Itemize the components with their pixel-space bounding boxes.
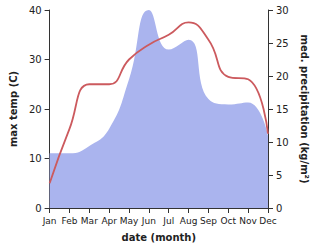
svg-text:Dec: Dec: [259, 216, 276, 226]
svg-text:10: 10: [29, 153, 42, 164]
svg-text:0: 0: [276, 203, 282, 214]
svg-text:med. precipitation (kg/m²): med. precipitation (kg/m²): [299, 34, 310, 183]
svg-text:Jun: Jun: [141, 216, 156, 226]
svg-text:max temp (C): max temp (C): [8, 71, 19, 147]
svg-text:Feb: Feb: [62, 216, 78, 226]
svg-text:Sep: Sep: [200, 216, 217, 226]
svg-text:10: 10: [276, 137, 289, 148]
svg-text:30: 30: [29, 54, 42, 65]
svg-text:Oct: Oct: [221, 216, 237, 226]
svg-text:20: 20: [29, 104, 42, 115]
svg-text:Aug: Aug: [180, 216, 198, 226]
svg-text:date (month): date (month): [122, 232, 196, 243]
svg-text:30: 30: [276, 5, 289, 16]
svg-text:Jul: Jul: [162, 216, 174, 226]
svg-text:Mar: Mar: [81, 216, 98, 226]
svg-text:Apr: Apr: [101, 216, 117, 226]
svg-text:25: 25: [276, 38, 289, 49]
svg-text:5: 5: [276, 170, 282, 181]
svg-text:40: 40: [29, 5, 42, 16]
svg-text:20: 20: [276, 71, 289, 82]
svg-text:Jan: Jan: [42, 216, 57, 226]
svg-text:0: 0: [35, 203, 41, 214]
svg-text:Nov: Nov: [239, 216, 257, 226]
svg-text:May: May: [120, 216, 139, 226]
svg-text:15: 15: [276, 104, 289, 115]
